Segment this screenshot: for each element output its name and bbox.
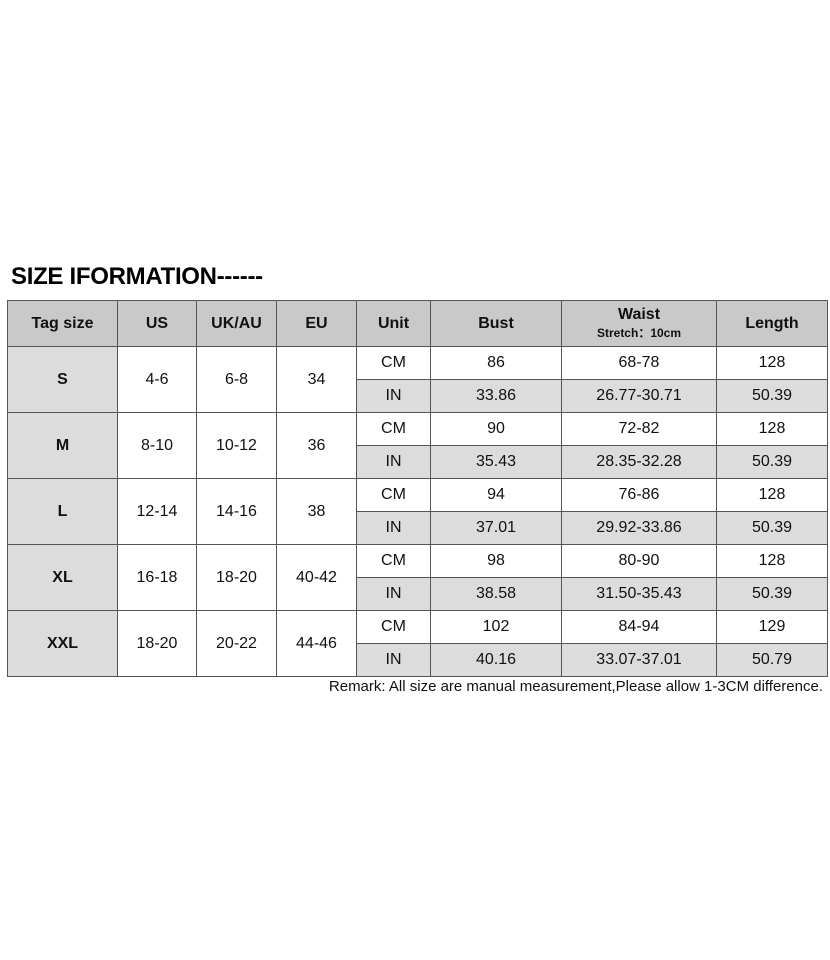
tag-size-cell: M [7, 412, 118, 479]
length-cell: 50.39 [716, 379, 828, 413]
waist-stretch-note: Stretch：10cm [596, 326, 682, 340]
waist-cell: 29.92-33.86 [561, 511, 717, 545]
bust-cell: 33.86 [430, 379, 562, 413]
eu-cell: 38 [276, 478, 357, 545]
length-cell: 50.39 [716, 445, 828, 479]
unit-cell: IN [356, 445, 431, 479]
table-row-cm: L 12-14 14-16 38 CM 94 76-86 128 [7, 478, 828, 545]
waist-cell: 84-94 [561, 610, 717, 644]
length-cell: 50.79 [716, 643, 828, 677]
tag-size-cell: L [7, 478, 118, 545]
uk-au-cell: 18-20 [196, 544, 277, 611]
table-row-in: IN 33.86 26.77-30.71 50.39 [8, 379, 828, 413]
us-cell: 4-6 [117, 346, 197, 413]
unit-cell: CM [356, 346, 431, 380]
waist-cell: 76-86 [561, 478, 717, 512]
table-row-cm: S 4-6 6-8 34 CM 86 68-78 128 [7, 346, 828, 413]
eu-cell: 40-42 [276, 544, 357, 611]
bust-cell: 90 [430, 412, 562, 446]
table-row-cm: M 8-10 10-12 36 CM 90 72-82 128 [7, 412, 828, 479]
waist-cell: 31.50-35.43 [561, 577, 717, 611]
bust-cell: 102 [430, 610, 562, 644]
table-row-in: IN 37.01 29.92-33.86 50.39 [8, 511, 828, 545]
eu-cell: 44-46 [276, 610, 357, 677]
us-cell: 16-18 [117, 544, 197, 611]
uk-au-cell: 6-8 [196, 346, 277, 413]
waist-cell: 80-90 [561, 544, 717, 578]
unit-cell: IN [356, 511, 431, 545]
unit-cell: IN [356, 379, 431, 413]
waist-cell: 28.35-32.28 [561, 445, 717, 479]
length-cell: 128 [716, 412, 828, 446]
table-row-cm: XL 16-18 18-20 40-42 CM 98 80-90 128 [7, 544, 828, 611]
header-length: Length [716, 300, 828, 347]
bust-cell: 38.58 [430, 577, 562, 611]
length-cell: 128 [716, 346, 828, 380]
tag-size-cell: XXL [7, 610, 118, 677]
unit-cell: CM [356, 412, 431, 446]
us-cell: 18-20 [117, 610, 197, 677]
header-tag-size: Tag size [7, 300, 118, 347]
length-cell: 128 [716, 544, 828, 578]
page-title: SIZE IFORMATION------ [11, 263, 263, 290]
unit-cell: IN [356, 577, 431, 611]
length-cell: 50.39 [716, 511, 828, 545]
bust-cell: 86 [430, 346, 562, 380]
waist-cell: 68-78 [561, 346, 717, 380]
bust-cell: 35.43 [430, 445, 562, 479]
bust-cell: 40.16 [430, 643, 562, 677]
table-row-in: IN 40.16 33.07-37.01 50.79 [8, 643, 828, 677]
remark-note: Remark: All size are manual measurement,… [328, 678, 823, 695]
eu-cell: 34 [276, 346, 357, 413]
waist-cell: 33.07-37.01 [561, 643, 717, 677]
unit-cell: IN [356, 643, 431, 677]
tag-size-cell: S [7, 346, 118, 413]
us-cell: 8-10 [117, 412, 197, 479]
bust-cell: 98 [430, 544, 562, 578]
us-cell: 12-14 [117, 478, 197, 545]
uk-au-cell: 20-22 [196, 610, 277, 677]
header-us: US [117, 300, 197, 347]
header-unit: Unit [356, 300, 431, 347]
bust-cell: 37.01 [430, 511, 562, 545]
table-row-in: IN 35.43 28.35-32.28 50.39 [8, 445, 828, 479]
unit-cell: CM [356, 544, 431, 578]
waist-cell: 26.77-30.71 [561, 379, 717, 413]
length-cell: 129 [716, 610, 828, 644]
eu-cell: 36 [276, 412, 357, 479]
unit-cell: CM [356, 478, 431, 512]
header-uk-au: UK/AU [196, 300, 277, 347]
uk-au-cell: 10-12 [196, 412, 277, 479]
length-cell: 128 [716, 478, 828, 512]
header-bust: Bust [430, 300, 562, 347]
waist-label: Waist [617, 306, 661, 323]
header-row: Tag size US UK/AU EU Unit Bust Waist Stre… [7, 300, 828, 347]
bust-cell: 94 [430, 478, 562, 512]
unit-cell: CM [356, 610, 431, 644]
uk-au-cell: 14-16 [196, 478, 277, 545]
header-waist: Waist Stretch：10cm [561, 300, 717, 347]
waist-cell: 72-82 [561, 412, 717, 446]
size-table: Tag size US UK/AU EU Unit Bust Waist Stre… [7, 300, 828, 677]
header-eu: EU [276, 300, 357, 347]
length-cell: 50.39 [716, 577, 828, 611]
table-row-cm: XXL 18-20 20-22 44-46 CM 102 84-94 129 [7, 610, 828, 677]
table-row-in: IN 38.58 31.50-35.43 50.39 [8, 577, 828, 611]
tag-size-cell: XL [7, 544, 118, 611]
